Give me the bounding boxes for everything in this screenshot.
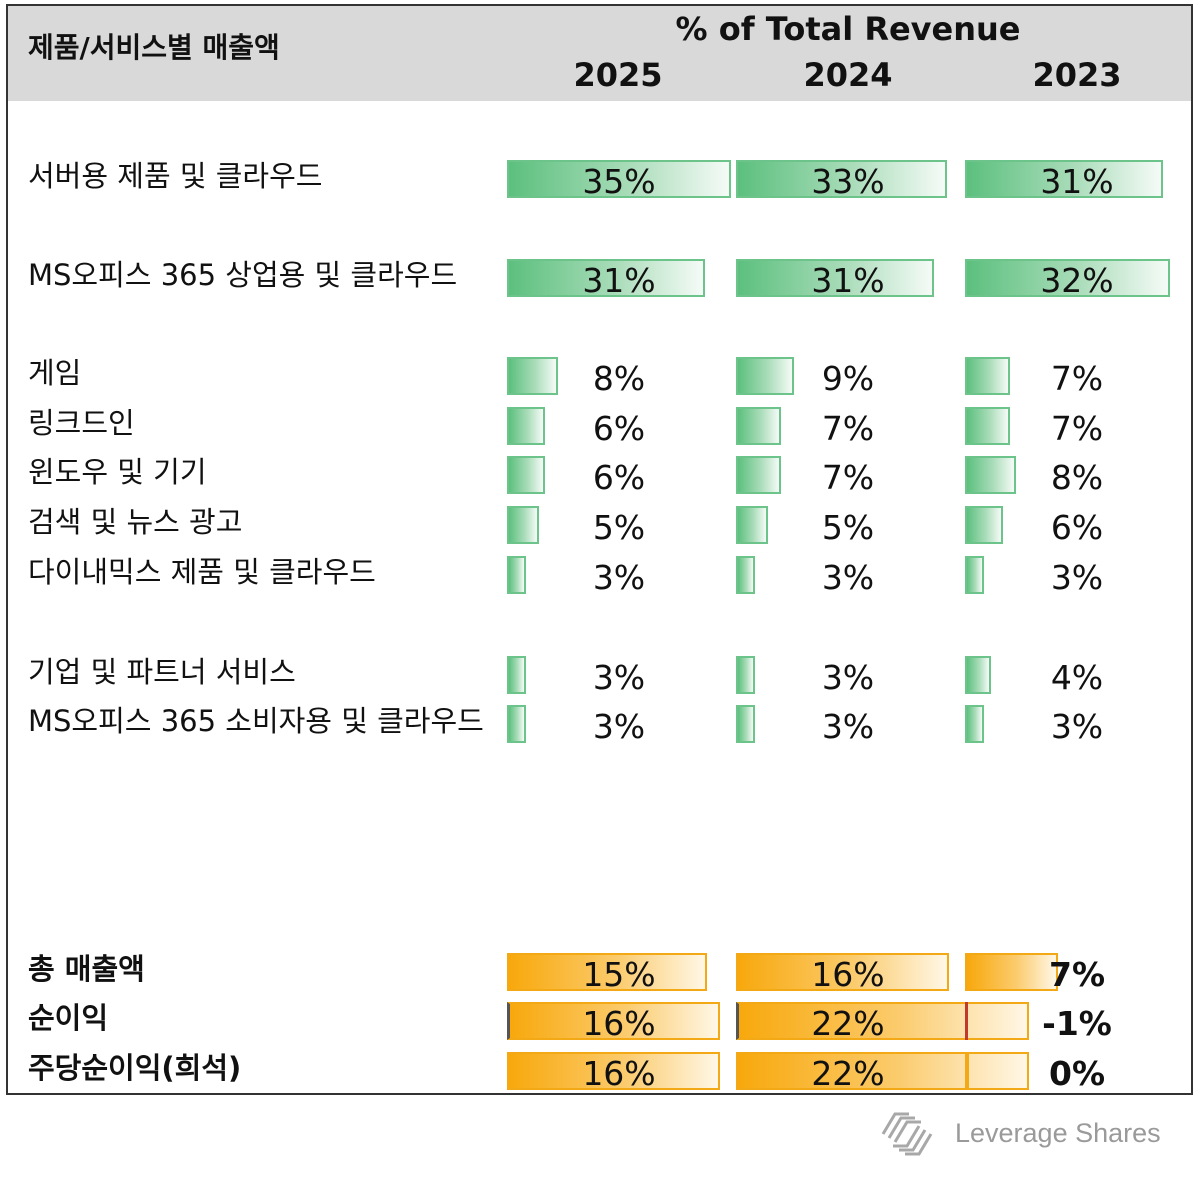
bar-row-9-col-1 [736,953,949,991]
row-label-3: 링크드인 [28,406,135,440]
value-label-row-1-col-0: 31% [582,261,656,300]
bar-row-2-col-0 [507,357,559,395]
bar-row-1-col-2 [965,259,1170,297]
value-label-row-5-col-2: 6% [1050,508,1104,547]
row-label-8: MS오피스 365 소비자용 및 클라우드 [28,704,484,738]
value-label-row-11-col-1: 22% [811,1054,885,1093]
value-label-row-8-col-0: 3% [592,707,646,746]
value-label-row-8-col-1: 3% [821,707,875,746]
value-label-row-5-col-1: 5% [821,508,875,547]
value-label-row-9-col-2: 7% [1048,955,1106,994]
value-label-row-3-col-0: 6% [592,409,646,448]
value-label-row-0-col-0: 35% [582,162,656,201]
bar-row-11-col-2 [965,1052,969,1090]
value-label-row-10-col-0: 16% [582,1004,656,1043]
value-label-row-8-col-2: 3% [1050,707,1104,746]
leverage-shares-logo-icon [881,1112,933,1156]
bar-row-2-col-1 [736,357,794,395]
bar-row-8-col-1 [736,705,756,743]
value-label-row-3-col-2: 7% [1050,409,1104,448]
bar-row-9-col-2 [965,953,1059,991]
value-label-row-6-col-1: 3% [821,558,875,597]
bar-row-6-col-2 [965,556,985,594]
value-label-row-7-col-1: 3% [821,658,875,697]
year-header-2024: 2024 [803,56,893,94]
row-label-1: MS오피스 365 상업용 및 클라우드 [28,258,458,292]
value-label-row-4-col-1: 7% [821,458,875,497]
value-label-row-4-col-0: 6% [592,458,646,497]
bar-row-10-col-1 [736,1002,1029,1040]
row-label-0: 서버용 제품 및 클라우드 [28,159,323,193]
row-label-2: 게임 [28,356,82,390]
value-label-row-9-col-1: 16% [811,955,885,994]
bar-row-6-col-1 [736,556,756,594]
value-label-row-4-col-2: 8% [1050,458,1104,497]
value-label-row-2-col-2: 7% [1050,359,1104,398]
value-label-row-10-col-1: 22% [811,1004,885,1043]
value-label-row-1-col-2: 32% [1040,261,1114,300]
row-label-5: 검색 및 뉴스 광고 [28,505,243,539]
value-label-row-3-col-1: 7% [821,409,875,448]
row-label-9: 총 매출액 [28,952,145,986]
row-label-11: 주당순이익(희석) [28,1051,242,1085]
year-header-2023: 2023 [1032,56,1122,94]
value-label-row-5-col-0: 5% [592,508,646,547]
value-label-row-0-col-2: 31% [1040,162,1114,201]
value-label-row-11-col-2: 0% [1048,1054,1106,1093]
metric-title: % of Total Revenue [675,10,1021,48]
row-label-7: 기업 및 파트너 서비스 [28,655,296,689]
table-frame: 제품/서비스별 매출액 % of Total Revenue 2025 2024… [6,4,1193,1095]
row-label-4: 윈도우 및 기기 [28,455,207,489]
bar-row-8-col-0 [507,705,527,743]
bar-row-5-col-2 [965,506,1004,544]
bar-row-9-col-0 [507,953,707,991]
bar-row-7-col-0 [507,656,527,694]
bar-row-10-col-2 [965,1002,968,1040]
value-label-row-6-col-0: 3% [592,558,646,597]
bar-row-7-col-1 [736,656,756,694]
bar-row-8-col-2 [965,705,985,743]
value-label-row-9-col-0: 15% [582,955,656,994]
bar-row-0-col-1 [736,160,948,198]
bar-row-3-col-0 [507,407,546,445]
value-label-row-7-col-2: 4% [1050,658,1104,697]
bar-row-11-col-0 [507,1052,720,1090]
brand: Leverage Shares [875,1104,1161,1164]
bar-row-10-col-0 [507,1002,720,1040]
value-label-row-10-col-2: -1% [1042,1004,1112,1043]
bar-row-6-col-0 [507,556,527,594]
value-label-row-0-col-1: 33% [811,162,885,201]
table-title: 제품/서비스별 매출액 [28,31,280,64]
value-label-row-6-col-2: 3% [1050,558,1104,597]
bar-row-3-col-2 [965,407,1010,445]
bar-row-11-col-1 [736,1052,1029,1090]
bar-row-5-col-1 [736,506,768,544]
bar-row-4-col-0 [507,456,546,494]
value-label-row-11-col-0: 16% [582,1054,656,1093]
header-band: 제품/서비스별 매출액 % of Total Revenue 2025 2024… [8,6,1191,101]
value-label-row-1-col-1: 31% [811,261,885,300]
bar-row-1-col-0 [507,259,706,297]
bar-row-7-col-2 [965,656,991,694]
bar-row-4-col-2 [965,456,1017,494]
brand-name: Leverage Shares [955,1118,1161,1148]
bar-row-0-col-2 [965,160,1164,198]
row-label-6: 다이내믹스 제품 및 클라우드 [28,555,376,589]
bar-row-5-col-0 [507,506,539,544]
bar-row-4-col-1 [736,456,781,494]
value-label-row-2-col-1: 9% [821,359,875,398]
bar-row-0-col-0 [507,160,731,198]
bar-row-2-col-2 [965,357,1010,395]
year-header-2025: 2025 [573,56,663,94]
value-label-row-2-col-0: 8% [592,359,646,398]
bar-row-3-col-1 [736,407,781,445]
bar-row-1-col-1 [736,259,935,297]
value-label-row-7-col-0: 3% [592,658,646,697]
row-label-10: 순이익 [28,1001,109,1035]
